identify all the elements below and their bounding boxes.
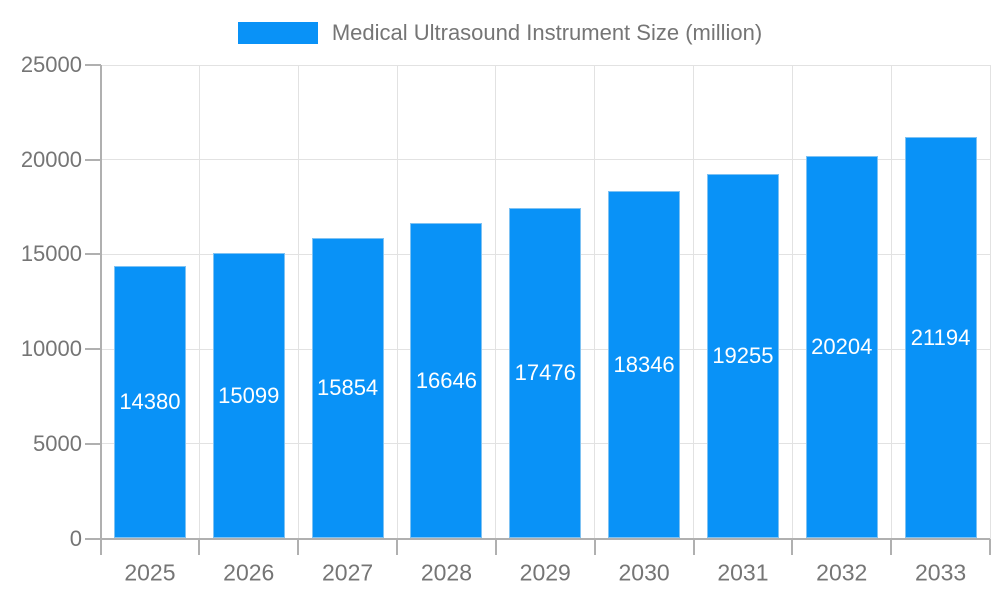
bar-value-label: 18346 xyxy=(613,351,675,377)
x-tick xyxy=(297,538,300,555)
y-axis-line xyxy=(99,65,102,540)
x-tick-label: 2033 xyxy=(914,559,967,585)
x-tick-label: 2027 xyxy=(321,559,374,585)
x-tick-label: 2032 xyxy=(816,559,868,585)
h-gridline xyxy=(100,159,990,161)
bar-value-label: 19255 xyxy=(712,343,774,369)
x-tick xyxy=(890,538,893,555)
v-gridline xyxy=(791,65,793,539)
legend-swatch[interactable] xyxy=(237,22,318,44)
v-gridline xyxy=(989,65,991,539)
bar[interactable] xyxy=(410,223,483,539)
y-tick xyxy=(84,64,101,66)
x-tick-label: 2028 xyxy=(420,559,472,585)
bar[interactable] xyxy=(212,252,285,539)
h-gridline xyxy=(100,64,990,66)
bar-value-label: 17476 xyxy=(514,360,576,385)
x-tick-label: 2030 xyxy=(618,559,670,585)
v-gridline xyxy=(890,65,892,539)
x-tick xyxy=(99,538,102,555)
v-gridline xyxy=(495,65,497,539)
v-gridline xyxy=(198,65,200,539)
bar-value-label: 16646 xyxy=(415,367,477,393)
bar-value-label: 15854 xyxy=(316,375,379,401)
x-tick-label: 2029 xyxy=(519,559,571,585)
x-tick xyxy=(593,538,596,555)
y-tick xyxy=(84,253,101,256)
x-tick xyxy=(791,538,794,555)
y-tick xyxy=(84,348,101,351)
legend[interactable]: Medical Ultrasound Instrument Size (mill… xyxy=(0,18,1000,48)
y-tick xyxy=(84,158,101,161)
x-tick xyxy=(692,538,695,555)
y-tick-label: 15000 xyxy=(20,241,82,267)
y-tick-label: 20000 xyxy=(20,146,82,172)
x-tick xyxy=(494,538,497,555)
bar[interactable] xyxy=(311,238,384,539)
bar[interactable] xyxy=(608,191,681,539)
y-tick-label: 0 xyxy=(69,525,82,551)
bar[interactable] xyxy=(509,207,582,539)
v-gridline xyxy=(693,65,694,539)
bar-value-label: 21194 xyxy=(910,324,971,350)
bar[interactable] xyxy=(706,173,779,539)
v-gridline xyxy=(594,65,596,539)
v-gridline xyxy=(396,65,398,539)
x-tick xyxy=(198,538,201,555)
bar-value-label: 15099 xyxy=(218,382,280,408)
bar-value-label: 14380 xyxy=(119,389,181,415)
x-axis-line xyxy=(84,537,990,540)
x-tick xyxy=(396,538,398,555)
x-tick-label: 2025 xyxy=(124,559,176,585)
bar[interactable] xyxy=(805,155,878,539)
y-tick-label: 5000 xyxy=(33,430,82,456)
bar-value-label: 20204 xyxy=(811,334,873,360)
y-tick-label: 10000 xyxy=(20,336,82,362)
legend-label: Medical Ultrasound Instrument Size (mill… xyxy=(331,20,763,45)
y-tick-label: 25000 xyxy=(20,52,82,77)
v-gridline xyxy=(297,65,299,539)
y-tick xyxy=(84,442,101,445)
x-tick xyxy=(989,538,991,555)
x-tick-label: 2031 xyxy=(717,559,769,585)
x-tick-label: 2026 xyxy=(223,559,275,585)
